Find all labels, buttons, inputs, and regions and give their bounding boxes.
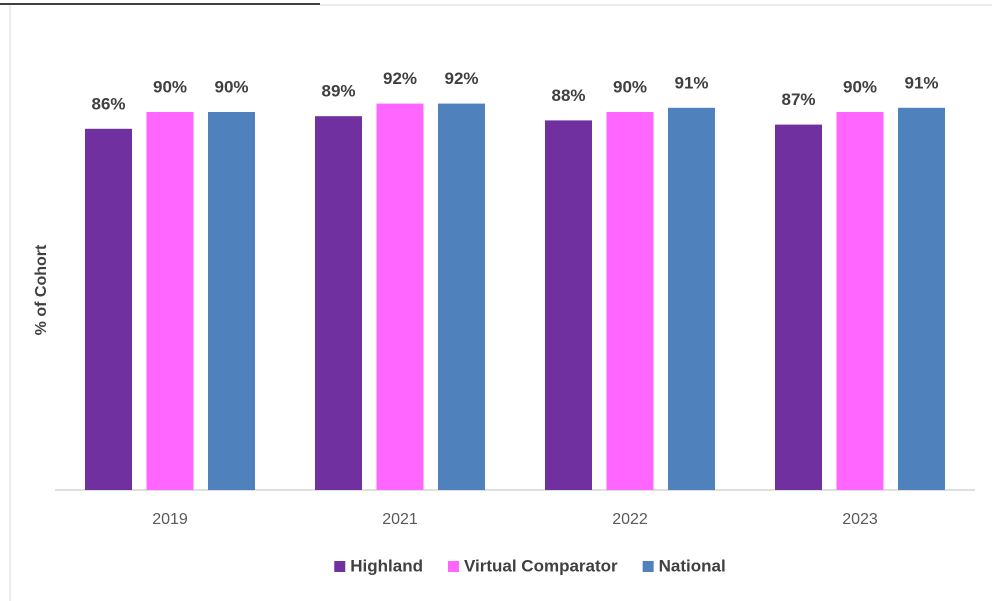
data-label: 92% bbox=[383, 69, 417, 88]
data-label: 91% bbox=[674, 73, 708, 92]
data-label: 89% bbox=[321, 82, 355, 101]
x-tick-label: 2021 bbox=[382, 511, 418, 528]
x-tick-label: 2023 bbox=[842, 511, 878, 528]
legend-swatch bbox=[334, 561, 346, 572]
bar bbox=[898, 107, 945, 491]
data-label: 90% bbox=[214, 77, 248, 96]
data-label: 90% bbox=[613, 77, 647, 96]
bar bbox=[545, 120, 592, 491]
bar bbox=[85, 128, 132, 491]
data-label: 87% bbox=[781, 90, 815, 109]
bar bbox=[315, 116, 362, 490]
bar bbox=[376, 103, 424, 490]
legend-swatch bbox=[642, 561, 654, 572]
bar bbox=[146, 112, 194, 490]
x-tick-label: 2019 bbox=[152, 511, 188, 528]
bar bbox=[208, 112, 255, 490]
y-axis-label: % of Cohort bbox=[33, 244, 50, 335]
data-label: 86% bbox=[91, 94, 125, 113]
data-label: 90% bbox=[843, 77, 877, 96]
data-label: 92% bbox=[444, 69, 478, 88]
legend-label: Highland bbox=[350, 556, 423, 575]
bar bbox=[668, 107, 715, 491]
bar bbox=[836, 112, 884, 490]
data-label: 88% bbox=[551, 86, 585, 105]
x-tick-label: 2022 bbox=[612, 511, 648, 528]
legend-label: National bbox=[659, 556, 726, 575]
bar bbox=[606, 112, 654, 490]
legend-label: Virtual Comparator bbox=[464, 556, 618, 575]
bar bbox=[775, 124, 822, 490]
data-label: 90% bbox=[153, 77, 187, 96]
data-label: 91% bbox=[904, 73, 938, 92]
legend-swatch bbox=[447, 561, 459, 572]
bar bbox=[438, 103, 485, 490]
